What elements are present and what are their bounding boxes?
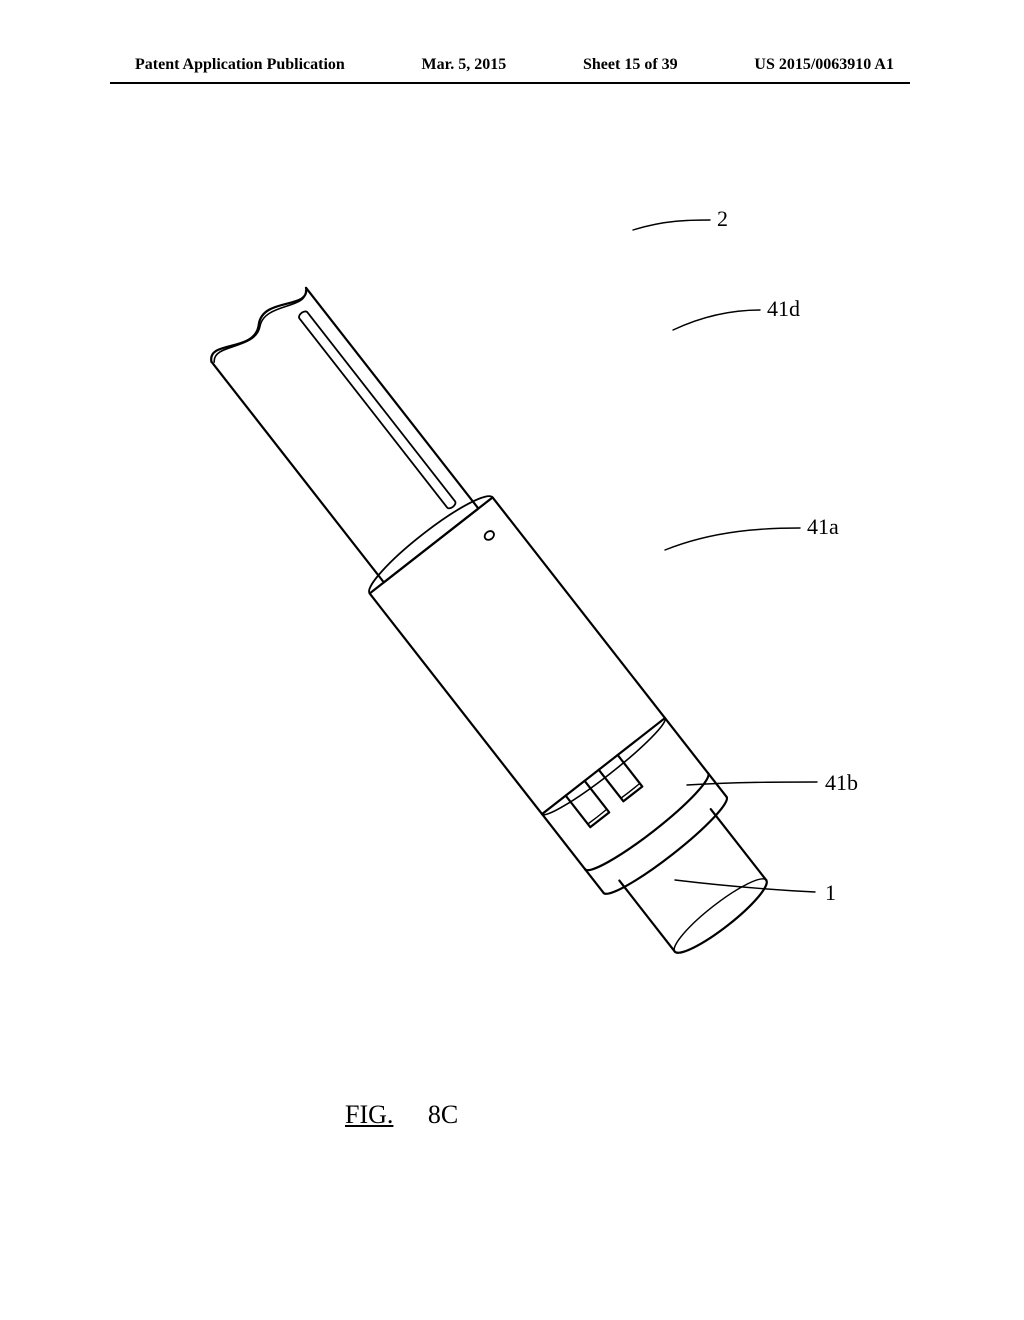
figure-label: FIG. 8C [345, 1100, 458, 1130]
callout-2: 2 [717, 206, 728, 232]
callout-41b: 41b [825, 770, 858, 796]
header-rule [110, 82, 910, 84]
figure-label-num: 8C [428, 1100, 458, 1129]
header-pubno: US 2015/0063910 A1 [754, 56, 894, 74]
header-sheet: Sheet 15 of 39 [583, 56, 678, 74]
page-header: Patent Application Publication Mar. 5, 2… [0, 56, 1024, 74]
header-left: Patent Application Publication [135, 56, 345, 74]
figure-label-fig: FIG. [345, 1100, 393, 1129]
callout-41d: 41d [767, 296, 800, 322]
figure-8c: 2 41d 41a 41b 1 [135, 170, 895, 1070]
patent-page: Patent Application Publication Mar. 5, 2… [0, 0, 1024, 1320]
callout-41a: 41a [807, 514, 839, 540]
callout-1: 1 [825, 880, 836, 906]
header-date: Mar. 5, 2015 [422, 56, 507, 74]
